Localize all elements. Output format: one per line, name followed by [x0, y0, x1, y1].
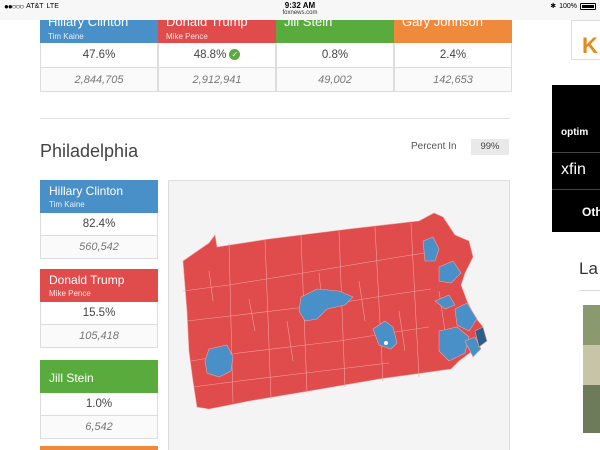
candidate-percent: 0.8%	[276, 43, 394, 68]
ad-other-text: Oth	[582, 205, 600, 219]
candidate-header	[40, 446, 158, 450]
ad-xfinity-text: xfin	[561, 161, 586, 178]
statewide-card-trump: Donald Trump Mike Pence 48.8% ✓ 2,912,941	[158, 10, 276, 92]
percent-in-value: 99%	[471, 139, 509, 155]
sidebar-rule	[579, 290, 600, 291]
candidate-header: Hillary Clinton Tim Kaine	[40, 180, 158, 213]
section-divider	[40, 118, 510, 119]
candidate-votes: 2,912,941	[158, 68, 276, 92]
sidebar-heading: La	[579, 259, 598, 278]
signal-icon: ●●○○○	[4, 2, 24, 11]
clock: 9:32 AM	[284, 1, 316, 10]
battery-percent: 100%	[559, 2, 577, 10]
candidate-percent: 1.0%	[40, 393, 158, 416]
county-card-trump: Donald Trump Mike Pence 15.5% 105,418	[40, 269, 158, 348]
county-erie-like[interactable]	[204, 344, 234, 378]
candidate-name: Donald Trump	[49, 273, 125, 287]
running-mate: Tim Kaine	[49, 200, 85, 209]
county-map[interactable]	[168, 180, 510, 450]
carrier-info: ●●○○○ AT&T LTE	[4, 2, 59, 11]
candidate-votes: 142,653	[394, 68, 512, 92]
state-outline	[182, 212, 486, 410]
address-bar[interactable]: foxnews.com	[282, 10, 318, 16]
status-bar: ●●○○○ AT&T LTE 9:32 AM foxnews.com ✱ 100…	[0, 0, 600, 20]
county-card-stein: Jill Stein 1.0% 6,542	[40, 360, 158, 439]
candidate-header: Donald Trump Mike Pence	[40, 269, 158, 302]
county-card-clinton: Hillary Clinton Tim Kaine 82.4% 560,542	[40, 180, 158, 259]
pennsylvania-map[interactable]	[169, 181, 511, 450]
candidate-percent: 2.4%	[394, 43, 512, 68]
statewide-card-stein: Jill Stein 0.8% 49,002	[276, 10, 394, 92]
candidate-percent: 47.6%	[40, 43, 158, 68]
running-mate: Mike Pence	[166, 32, 208, 41]
location-marker	[384, 341, 388, 345]
county-lehigh[interactable]	[434, 294, 456, 310]
candidate-name: Hillary Clinton	[49, 184, 124, 198]
statewide-card-johnson: Gary Johnson 2.4% 142,653	[394, 10, 512, 92]
sidebar-story-image[interactable]	[583, 305, 600, 433]
candidate-votes: 6,542	[40, 416, 158, 439]
county-chester[interactable]	[438, 326, 470, 362]
candidate-votes: 49,002	[276, 68, 394, 92]
ad-divider	[552, 189, 600, 190]
county-philadelphia[interactable]	[474, 326, 488, 348]
candidate-header: Jill Stein	[40, 360, 158, 393]
county-montgomery[interactable]	[454, 302, 478, 332]
winner-check-icon: ✓	[229, 49, 241, 60]
candidate-percent: 82.4%	[40, 213, 158, 236]
sidebar-ad-banner[interactable]: optim xfin Oth	[552, 85, 600, 232]
candidate-votes: 560,542	[40, 236, 158, 259]
candidate-name: Jill Stein	[49, 371, 94, 385]
county-centre[interactable]	[298, 288, 354, 322]
carrier-name: AT&T	[26, 3, 44, 10]
county-luzerne[interactable]	[438, 260, 462, 284]
statewide-card-clinton: Hillary Clinton Tim Kaine 47.6% 2,844,70…	[40, 10, 158, 92]
county-lackawanna[interactable]	[422, 236, 440, 262]
battery-info: ✱ 100%	[550, 2, 596, 10]
running-mate: Tim Kaine	[48, 32, 84, 41]
running-mate: Mike Pence	[49, 289, 91, 298]
sidebar-ad-top[interactable]: K	[571, 20, 600, 60]
bluetooth-icon: ✱	[550, 3, 557, 10]
percent-in-label: Percent In	[411, 141, 457, 152]
county-title: Philadelphia	[40, 141, 139, 161]
candidate-percent: 15.5%	[40, 302, 158, 325]
candidate-votes: 105,418	[40, 325, 158, 348]
network-type: LTE	[46, 3, 59, 10]
county-delaware[interactable]	[464, 336, 482, 358]
battery-icon	[580, 2, 596, 10]
ad-logo-text: K	[582, 33, 598, 58]
ad-optimum-text: optim	[561, 127, 589, 138]
county-card-next	[40, 446, 158, 450]
candidate-percent: 48.8%	[193, 49, 227, 61]
county-dauphin[interactable]	[372, 320, 398, 350]
ad-divider	[552, 152, 600, 153]
candidate-percent-row: 48.8% ✓	[158, 43, 276, 68]
candidate-votes: 2,844,705	[40, 68, 158, 92]
